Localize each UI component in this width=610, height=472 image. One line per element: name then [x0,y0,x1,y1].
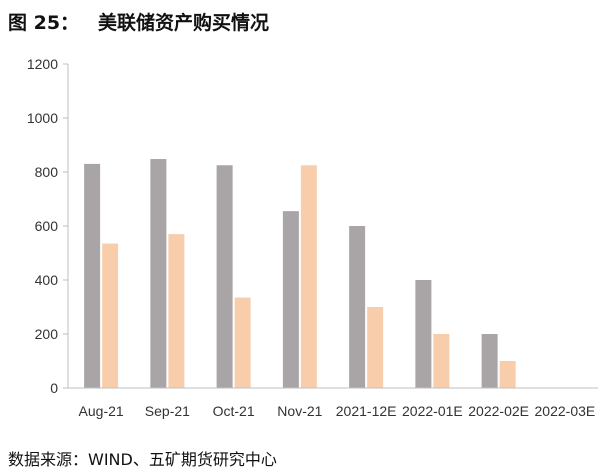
x-tick-label: Sep-21 [145,403,190,419]
bar-1-6 [481,334,498,388]
x-axis: Aug-21 Sep-21 Oct-21 Nov-21 2021-12E 2022-01E… [68,387,598,419]
figure-title-text: 美联储资产购买情况 [98,12,270,34]
y-tick-label: 800 [35,164,59,180]
bar-2-4 [367,307,384,388]
x-tick-label: Nov-21 [277,403,322,419]
y-tick-label: 1200 [27,56,58,72]
y-axis: 0 200 400 600 800 1000 1200 [27,56,69,396]
bar-1-3 [282,211,299,388]
y-tick-label: 600 [35,218,59,234]
bar-1-5 [415,280,432,388]
y-tick-label: 400 [35,272,59,288]
x-tick-label: Aug-21 [79,403,124,419]
figure-number: 图 25： [8,12,80,34]
x-tick-label: 2022-01E [402,403,463,419]
bar-1-0 [84,163,101,388]
bar-2-2 [234,297,251,388]
y-tick-label: 200 [35,326,59,342]
bar-2-5 [433,334,450,388]
bar-1-1 [150,159,167,388]
x-tick-label: 2021-12E [336,403,397,419]
bar-2-3 [300,165,317,388]
bar-2-6 [499,361,516,388]
bars [84,159,516,388]
bar-2-0 [102,243,119,388]
y-tick-label: 0 [50,380,58,396]
bar-1-4 [349,226,366,388]
bar-1-2 [216,165,233,388]
y-tick-label: 1000 [27,110,58,126]
x-tick-label: 2022-02E [468,403,529,419]
bar-2-1 [168,234,185,388]
figure-source: 数据来源：WIND、五矿期货研究中心 [8,450,277,469]
x-tick-label: Oct-21 [213,403,255,419]
figure-title: 图 25： 美联储资产购买情况 [8,8,269,35]
x-tick-label: 2022-03E [535,403,596,419]
